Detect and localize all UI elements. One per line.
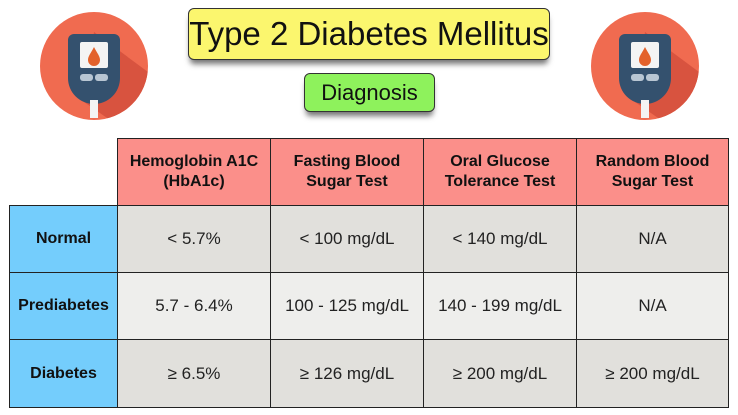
table-cell: N/A bbox=[576, 272, 729, 340]
row-label-diabetes: Diabetes bbox=[9, 339, 118, 408]
table-cell: ≥ 200 mg/dL bbox=[576, 339, 729, 408]
column-header-ogtt: Oral Glucose Tolerance Test bbox=[423, 138, 577, 206]
header-line: Oral Glucose bbox=[450, 153, 550, 170]
header-line: Sugar Test bbox=[611, 173, 694, 190]
page-title: Type 2 Diabetes Mellitus bbox=[188, 8, 550, 60]
table-cell: 140 - 199 mg/dL bbox=[423, 272, 577, 340]
table-cell: ≥ 200 mg/dL bbox=[423, 339, 577, 408]
table-cell: N/A bbox=[576, 205, 729, 273]
column-header-fasting: Fasting Blood Sugar Test bbox=[270, 138, 424, 206]
table-cell: < 100 mg/dL bbox=[270, 205, 424, 273]
header-line: Hemoglobin A1C bbox=[129, 153, 259, 170]
header-line: Random Blood bbox=[595, 153, 710, 170]
glucose-meter-icon-left bbox=[40, 12, 148, 120]
table-cell: 100 - 125 mg/dL bbox=[270, 272, 424, 340]
glucose-meter-icon-right bbox=[591, 12, 699, 120]
column-header-hba1c: Hemoglobin A1C (HbA1c) bbox=[117, 138, 271, 206]
row-label-normal: Normal bbox=[9, 205, 118, 273]
table-cell: ≥ 126 mg/dL bbox=[270, 339, 424, 408]
glucose-meter-icon bbox=[619, 32, 699, 120]
table-cell: < 5.7% bbox=[117, 205, 271, 273]
table-cell: < 140 mg/dL bbox=[423, 205, 577, 273]
table-cell: ≥ 6.5% bbox=[117, 339, 271, 408]
subtitle-badge: Diagnosis bbox=[304, 73, 435, 112]
header-line: Fasting Blood bbox=[293, 153, 401, 170]
header-line: Sugar Test bbox=[306, 173, 388, 190]
row-label-prediabetes: Prediabetes bbox=[9, 272, 118, 340]
glucose-meter-icon bbox=[68, 32, 148, 120]
header-line: (HbA1c) bbox=[163, 173, 225, 190]
column-header-random: Random Blood Sugar Test bbox=[576, 138, 729, 206]
table-cell: 5.7 - 6.4% bbox=[117, 272, 271, 340]
header-line: Tolerance Test bbox=[444, 173, 556, 190]
